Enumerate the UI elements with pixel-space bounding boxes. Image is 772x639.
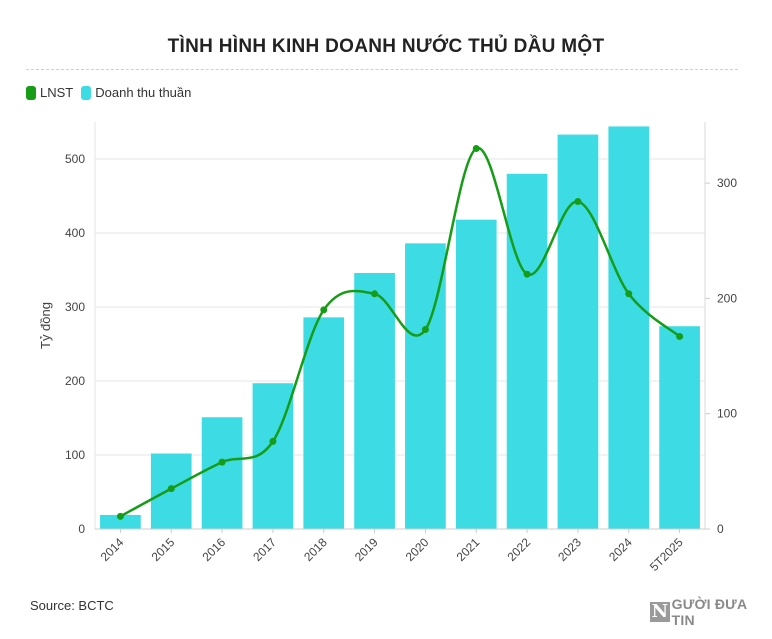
bar: [557, 134, 599, 529]
logo-mark: N: [650, 601, 670, 622]
lnst-point: [116, 512, 124, 520]
lnst-point: [371, 290, 379, 298]
x-tick-label: 2024: [606, 535, 635, 564]
lnst-point: [523, 270, 531, 278]
lnst-point: [472, 145, 480, 153]
lnst-point: [676, 332, 684, 340]
bar: [100, 514, 141, 529]
bar: [659, 326, 700, 529]
x-tick-label: 2020: [403, 535, 432, 564]
y-tick-label: 200: [65, 374, 85, 388]
x-tick-label: 5T2025: [647, 535, 686, 574]
y2-tick-label: 300: [717, 176, 737, 190]
y-tick-label: 400: [65, 226, 85, 240]
lnst-point: [421, 326, 429, 334]
y2-tick-label: 100: [717, 407, 737, 421]
bar: [354, 272, 395, 529]
bar: [303, 317, 345, 529]
lnst-point: [218, 458, 226, 466]
logo-text: GƯỜI ĐƯA TIN: [671, 596, 747, 628]
bar: [506, 173, 548, 530]
y-tick-label: 300: [65, 300, 85, 314]
x-tick-label: 2019: [352, 535, 381, 564]
lnst-point: [320, 306, 328, 314]
bar: [455, 219, 497, 529]
x-tick-label: 2015: [149, 535, 178, 564]
y2-tick-label: 200: [717, 291, 737, 305]
lnst-point: [574, 198, 582, 206]
y2-tick-label: 0: [717, 522, 724, 536]
legend-label-lnst: LNST: [40, 85, 74, 100]
title-divider: [26, 69, 738, 70]
lnst-point: [269, 437, 277, 445]
publisher-logo: N GƯỜI ĐƯA TIN: [650, 596, 772, 628]
lnst-point: [625, 290, 633, 298]
legend-label-revenue: Doanh thu thuần: [95, 85, 192, 100]
x-tick-label: 2016: [199, 535, 228, 564]
chart-title: TÌNH HÌNH KINH DOANH NƯỚC THỦ DẦU MỘT: [167, 36, 605, 57]
x-tick-label: 2023: [555, 535, 584, 564]
bar: [201, 417, 243, 529]
legend-item-lnst[interactable]: LNST: [26, 85, 73, 100]
bar: [608, 126, 650, 529]
y-tick-label: 100: [65, 448, 85, 462]
source-note: Source: BCTC: [30, 598, 114, 613]
chart-legend: LNST Doanh thu thuần: [26, 85, 199, 100]
y-axis-title: Tỷ đồng: [38, 302, 53, 349]
y-tick-label: 0: [78, 522, 85, 536]
x-tick-label: 2022: [504, 535, 533, 564]
legend-swatch-revenue: [81, 85, 92, 100]
legend-swatch-lnst: [26, 85, 36, 100]
x-tick-label: 2014: [98, 535, 127, 564]
x-tick-label: 2018: [301, 535, 330, 564]
x-tick-label: 2017: [250, 535, 279, 564]
lnst-point: [167, 485, 175, 493]
y-tick-label: 500: [65, 152, 85, 166]
legend-item-revenue[interactable]: Doanh thu thuần: [81, 85, 191, 100]
x-tick-label: 2021: [454, 535, 483, 564]
